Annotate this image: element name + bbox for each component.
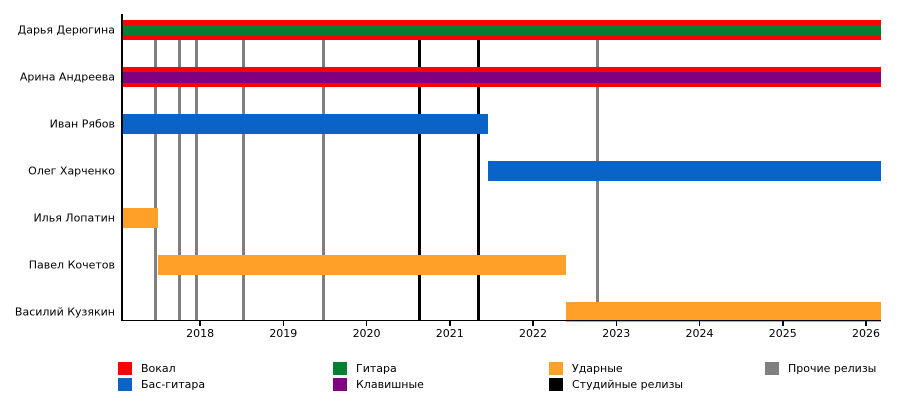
member-label: Павел Кочетов	[28, 258, 115, 272]
bar-segment	[121, 208, 159, 228]
bar-segment	[121, 24, 881, 36]
legend-item: Клавишные	[333, 378, 424, 391]
legend-swatch	[549, 378, 563, 391]
member-label: Василий Кузякин	[14, 305, 115, 319]
x-tick-mark	[199, 321, 201, 326]
x-tick-mark	[865, 321, 867, 326]
member-label: Олег Харченко	[28, 164, 115, 178]
legend-label: Студийные релизы	[572, 378, 684, 391]
legend-item: Студийные релизы	[549, 378, 683, 391]
legend-swatch	[118, 362, 132, 375]
release-line-other	[153, 20, 157, 321]
member-label: Илья Лопатин	[33, 211, 115, 225]
x-tick-label: 2024	[685, 327, 714, 340]
x-tick-label: 2020	[352, 327, 381, 340]
legend-label: Вокал	[141, 362, 176, 375]
legend-item: Прочие релизы	[765, 362, 876, 375]
x-tick-label: 2023	[602, 327, 631, 340]
member-label: Иван Рябов	[49, 117, 115, 131]
y-axis-spine	[121, 14, 123, 321]
release-line-other	[241, 20, 245, 321]
legend-label: Ударные	[572, 362, 623, 375]
x-tick-label: 2018	[186, 327, 215, 340]
bar-segment	[158, 255, 566, 275]
x-tick-label: 2019	[269, 327, 298, 340]
legend-swatch	[765, 362, 779, 375]
x-tick-label: 2025	[768, 327, 797, 340]
x-tick-mark	[698, 321, 701, 326]
release-line-other	[321, 20, 325, 321]
legend-swatch	[333, 362, 347, 375]
x-axis-spine	[121, 319, 881, 321]
release-line-other	[177, 20, 181, 321]
release-line-other	[195, 20, 199, 321]
bar-segment	[121, 114, 489, 134]
member-label: Дарья Дерюгина	[17, 23, 115, 37]
legend-swatch	[549, 362, 563, 375]
legend-item: Ударные	[549, 362, 623, 375]
x-tick-mark	[782, 321, 784, 326]
x-tick-label: 2022	[519, 327, 548, 340]
legend-item: Бас-гитара	[118, 378, 205, 391]
x-tick-mark	[365, 321, 368, 326]
legend-label: Клавишные	[356, 378, 424, 391]
legend-label: Гитара	[356, 362, 397, 375]
legend-item: Вокал	[118, 362, 176, 375]
x-tick-mark	[532, 321, 534, 326]
member-label: Арина Андреева	[19, 70, 115, 84]
x-tick-mark	[282, 321, 285, 326]
bar-segment	[488, 161, 881, 181]
bar-segment	[565, 302, 881, 322]
legend-swatch	[118, 378, 132, 391]
bar-segment	[121, 71, 881, 83]
legend-label: Бас-гитара	[141, 378, 206, 391]
x-tick-label: 2021	[435, 327, 464, 340]
legend-item: Гитара	[333, 362, 397, 375]
legend-label: Прочие релизы	[788, 362, 877, 375]
release-line-studio	[418, 20, 422, 321]
release-line-studio	[477, 20, 481, 321]
x-tick-mark	[615, 321, 618, 326]
x-tick-mark	[449, 321, 451, 326]
legend-swatch	[333, 378, 347, 391]
x-tick-label: 2026	[852, 327, 881, 340]
